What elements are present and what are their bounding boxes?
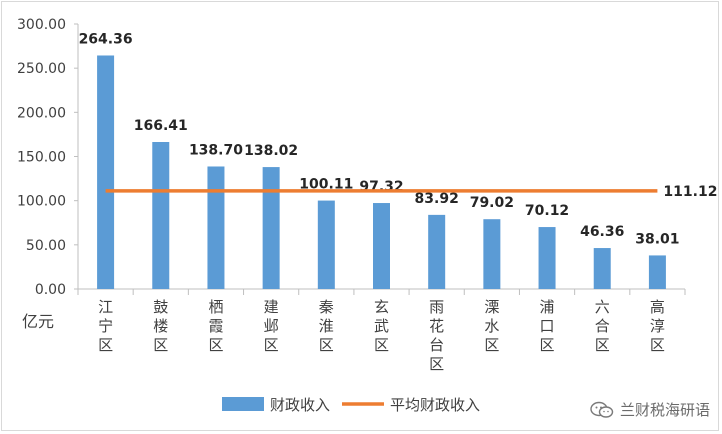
x-tick-label: 江宁区 [98, 298, 113, 354]
x-tick-label: 鼓楼区 [153, 298, 168, 354]
x-tick-label: 溧水区 [484, 298, 499, 354]
x-tick-label: 秦淮区 [319, 298, 334, 354]
y-tick-label: 150.00 [17, 150, 66, 166]
x-tick-label: 建邺区 [264, 298, 279, 354]
average-line-label: 111.12 [663, 184, 717, 200]
x-tick-label: 雨花台区 [429, 298, 444, 373]
x-tick-label: 玄武区 [374, 298, 389, 354]
bar [207, 166, 225, 289]
bar-data-label: 79.02 [470, 195, 514, 211]
x-tick-label: 栖霞区 [208, 298, 223, 354]
y-tick-label: 250.00 [17, 61, 66, 77]
y-tick-label: 300.00 [17, 17, 66, 33]
wechat-icon [590, 401, 614, 418]
bar [152, 142, 170, 289]
bar [593, 248, 611, 289]
bar [648, 255, 666, 289]
legend-label-line: 平均财政收入 [390, 396, 480, 414]
bar [373, 203, 390, 289]
x-tick-label: 高淳区 [650, 298, 665, 354]
x-tick-label: 浦口区 [540, 298, 555, 354]
bar [483, 219, 501, 289]
bar-data-label: 166.41 [134, 118, 188, 134]
bar-data-label: 83.92 [415, 191, 459, 207]
bar-data-label: 264.36 [79, 31, 133, 47]
bar-data-label: 138.02 [244, 143, 298, 159]
y-tick-label: 200.00 [17, 105, 66, 121]
bar [97, 55, 115, 290]
y-tick-label: 50.00 [26, 238, 66, 254]
y-tick-label: 100.00 [17, 194, 66, 210]
bar-data-label: 97.32 [359, 179, 403, 195]
y-axis-unit-label: 亿元 [22, 312, 54, 331]
watermark: 兰财税海研语 [590, 399, 710, 420]
bar-data-label: 138.70 [189, 142, 243, 158]
bar [538, 227, 556, 289]
x-tick-label: 六合区 [595, 298, 610, 354]
legend-swatch-bar [222, 397, 264, 411]
legend-label-bar: 财政收入 [270, 396, 330, 414]
bar-data-label: 100.11 [299, 177, 353, 193]
bar [262, 167, 280, 289]
bar-data-label: 46.36 [580, 224, 624, 240]
y-tick-label: 0.00 [35, 282, 66, 298]
bar [317, 200, 335, 289]
watermark-text: 兰财税海研语 [619, 401, 710, 419]
bar [428, 214, 446, 289]
bar-data-label: 38.01 [635, 231, 679, 247]
bar-data-label: 70.12 [525, 203, 569, 219]
